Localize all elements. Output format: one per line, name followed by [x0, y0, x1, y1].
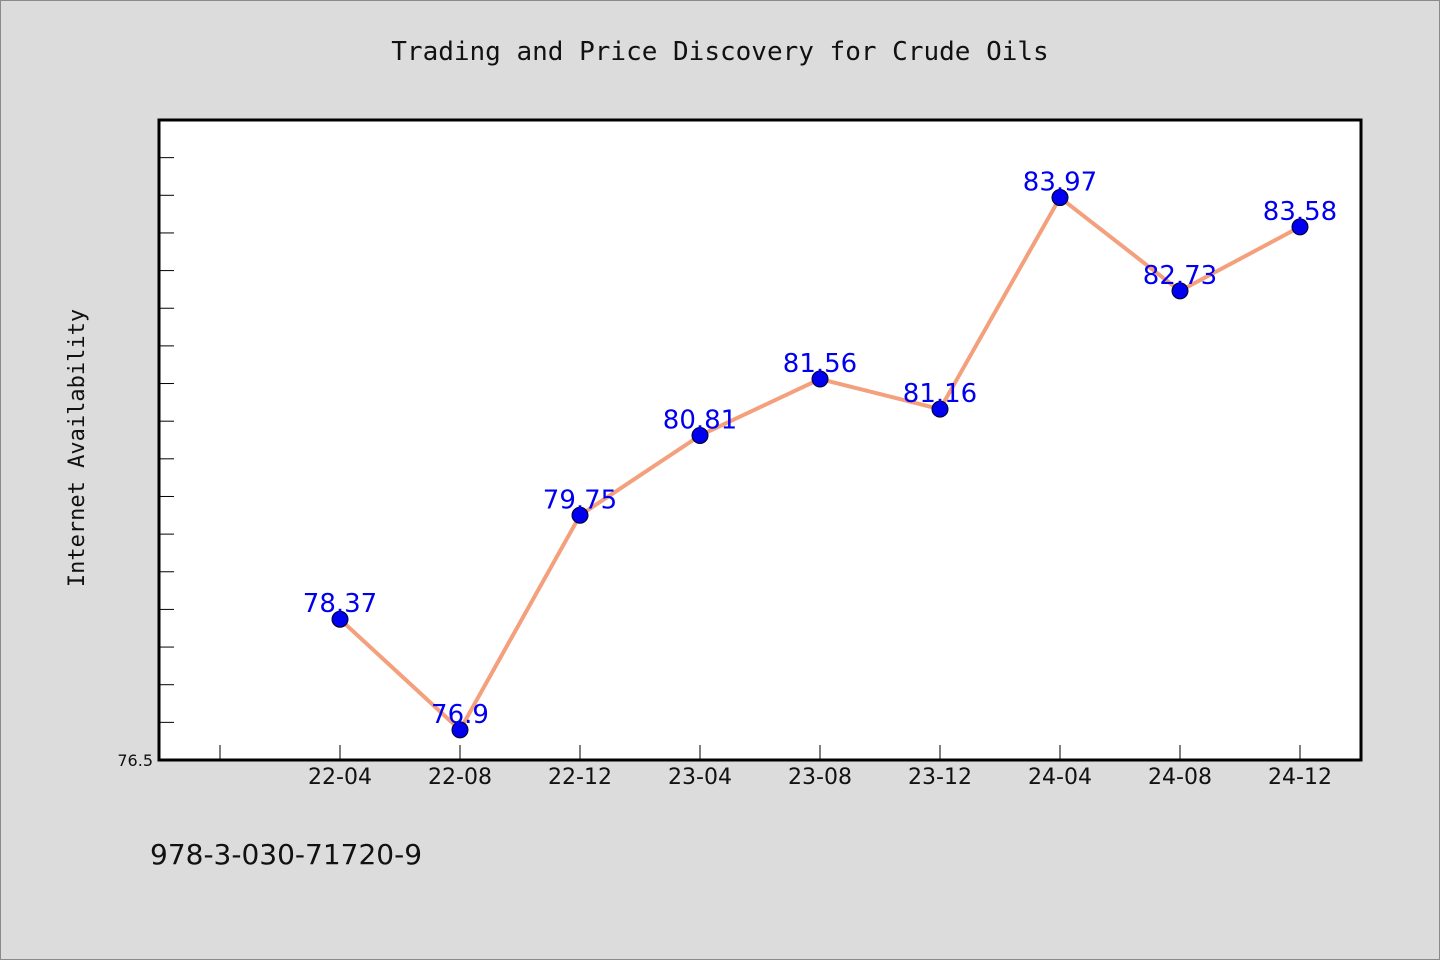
data-label: 81.56	[783, 349, 857, 379]
x-tick-label: 24-12	[1268, 765, 1332, 790]
x-tick-label: 24-08	[1148, 765, 1212, 790]
data-label: 80.81	[663, 405, 737, 435]
data-label: 83.97	[1023, 168, 1097, 198]
data-label: 81.16	[903, 379, 977, 409]
data-label: 76.9	[431, 700, 489, 730]
data-label: 83.58	[1263, 197, 1337, 227]
data-label: 79.75	[543, 485, 617, 515]
y-tick-label: 76.5	[117, 751, 153, 770]
x-tick-label: 22-12	[548, 765, 612, 790]
data-label: 82.73	[1143, 261, 1217, 291]
x-tick-label: 22-08	[428, 765, 492, 790]
y-minor-ticks	[159, 119, 174, 761]
x-tick-labels: 22-04 22-08 22-12 23-04 23-08 23-12 24-04 24-08…	[308, 765, 1332, 790]
x-tick-label: 23-12	[908, 765, 972, 790]
x-tick-label: 22-04	[308, 765, 372, 790]
data-point	[451, 721, 469, 739]
data-points	[331, 189, 1309, 739]
data-label: 78.37	[303, 589, 377, 619]
x-ticks	[219, 745, 1301, 760]
x-tick-label: 23-04	[668, 765, 732, 790]
data-point	[691, 426, 709, 444]
chart-title: Trading and Price Discovery for Crude Oi…	[391, 37, 1048, 67]
x-tick-label: 23-08	[788, 765, 852, 790]
data-point	[811, 370, 829, 388]
data-point	[1051, 189, 1069, 207]
x-tick-label: 24-04	[1028, 765, 1092, 790]
plot-area	[157, 118, 1363, 762]
data-point	[331, 610, 349, 628]
data-labels: 78.37 76.9 79.75 80.81 81.56 81.16 83.97 82.73 8…	[303, 168, 1337, 730]
data-point	[571, 506, 589, 524]
data-point	[1171, 282, 1189, 300]
data-point	[1291, 218, 1309, 236]
isbn-label: 978-3-030-71720-9	[150, 838, 422, 871]
y-axis-label: Internet Availability	[65, 309, 90, 587]
data-point	[931, 400, 949, 418]
